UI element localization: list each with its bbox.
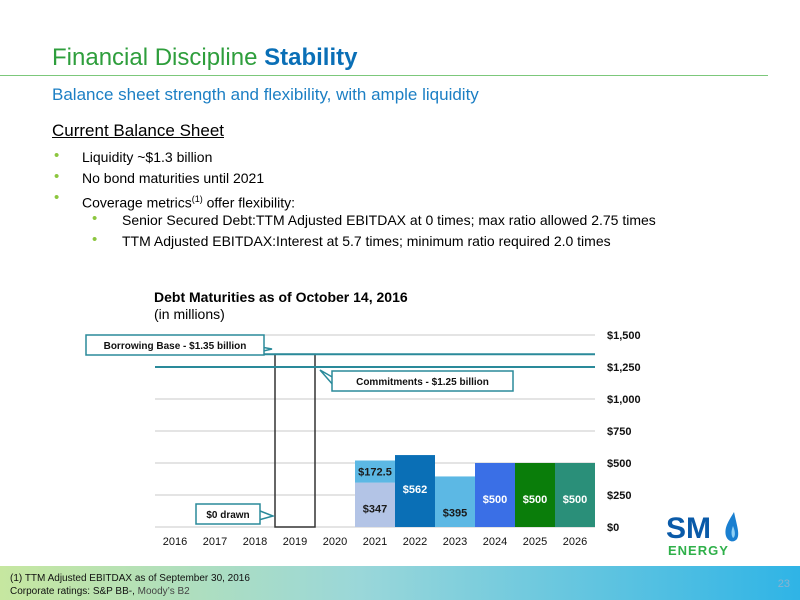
x-tick-label: 2020 [323,536,347,548]
bar-value-label: $562 [403,484,427,496]
title-divider [0,75,768,76]
bar-2025 [515,463,555,527]
flame-icon [725,512,739,542]
x-tick-label: 2016 [163,536,187,548]
bullet-text: Senior Secured Debt:TTM Adjusted EBITDAX… [122,212,656,228]
y-tick-label: $1,500 [607,330,641,342]
bullet-dot-icon: • [92,231,98,248]
x-tick-label: 2026 [563,536,587,548]
balance-sheet-heading: Current Balance Sheet [52,121,224,140]
bullet-text: No bond maturities until 2021 [82,170,265,186]
flame-inner-icon [731,526,735,538]
ratings-sp: Corporate ratings: S&P BB-, [10,586,138,597]
borrowing-base-outline-bar [274,353,316,528]
footnote-line-1: (1) TTM Adjusted EBITDAX as of September… [10,573,250,584]
footnote-line-2: Corporate ratings: S&P BB-, Moody’s B2 [10,585,250,598]
bullet-dot-icon: • [54,189,60,206]
x-tick-label: 2019 [283,536,307,548]
x-tick-label: 2017 [203,536,227,548]
bullet-text: Coverage metrics [82,194,192,211]
footnote-ref: (1) [191,194,203,204]
drawn-callout-box [195,503,261,525]
balance-sheet-bullets: • Liquidity ~$1.3 billion • No bond matu… [52,147,656,252]
drawn-callout-label: $0 drawn [206,510,249,521]
title-main: Financial Discipline [52,44,258,71]
commitments-callout-box [331,370,514,392]
bullet-bond-maturities: • No bond maturities until 2021 [52,168,656,189]
y-tick-label: $500 [607,458,631,470]
logo-sm-text: SM [666,512,711,545]
bar-2023 [435,476,475,527]
bullet-dot-icon: • [54,168,60,185]
footer-bar: (1) TTM Adjusted EBITDAX as of September… [0,566,800,600]
y-tick-label: $750 [607,426,631,438]
x-tick-label: 2018 [243,536,267,548]
y-tick-label: $1,250 [607,362,641,374]
borrowing-base-callout-box [85,334,265,356]
bullet-text-suffix: offer flexibility: [202,194,296,211]
bar-value-label: $500 [523,494,547,506]
bullet-dot-icon: • [54,147,60,164]
bar-2021 [355,482,395,527]
bar-stack-2021 [355,460,395,483]
footnote: (1) TTM Adjusted EBITDAX as of September… [10,572,250,598]
bar-value-label: $395 [443,507,467,519]
ratings-moody: Moody’s B2 [137,586,190,597]
stack-value-label: $172.5 [358,467,392,479]
bar-2024 [475,463,515,527]
chart-subtitle: (in millions) [154,306,225,322]
slide-subtitle: Balance sheet strength and flexibility, … [52,85,479,104]
bar-value-label: $347 [363,504,387,516]
y-tick-label: $250 [607,490,631,502]
commitments-callout-label: Commitments - $1.25 billion [356,377,489,388]
title-accent: Stability [264,44,358,71]
x-tick-label: 2022 [403,536,427,548]
bar-2026 [555,463,595,527]
x-tick-label: 2023 [443,536,467,548]
bullet-liquidity: • Liquidity ~$1.3 billion [52,147,656,168]
x-tick-label: 2021 [363,536,387,548]
chart-title: Debt Maturities as of October 14, 2016 [154,289,408,305]
debt-maturities-chart: $0 $250 $500 $750 $1,000 $1,250 $1,500 2016 2017… [85,330,641,548]
sm-energy-logo: SM ENERGY [666,512,739,558]
borrowing-base-callout-label: Borrowing Base - $1.35 billion [104,341,247,352]
bullet-text: Liquidity ~$1.3 billion [82,149,213,165]
bar-value-label: $500 [483,494,507,506]
bullet-coverage-metrics: • Coverage metrics(1) offer flexibility: [52,189,656,211]
logo-energy-text: ENERGY [668,543,729,558]
bar-2022 [395,455,435,527]
sub-bullet-senior-secured: • Senior Secured Debt:TTM Adjusted EBITD… [52,210,656,231]
x-tick-label: 2024 [483,536,507,548]
bullet-text: TTM Adjusted EBITDAX:Interest at 5.7 tim… [122,233,611,249]
slide-title: Financial Discipline Stability [52,44,357,72]
sub-bullet-interest: • TTM Adjusted EBITDAX:Interest at 5.7 t… [52,231,656,252]
y-tick-label: $0 [607,522,619,534]
y-tick-label: $1,000 [607,394,641,406]
bar-value-label: $500 [563,494,587,506]
x-tick-label: 2025 [523,536,547,548]
page-number: 23 [777,578,790,590]
bullet-dot-icon: • [92,210,98,227]
